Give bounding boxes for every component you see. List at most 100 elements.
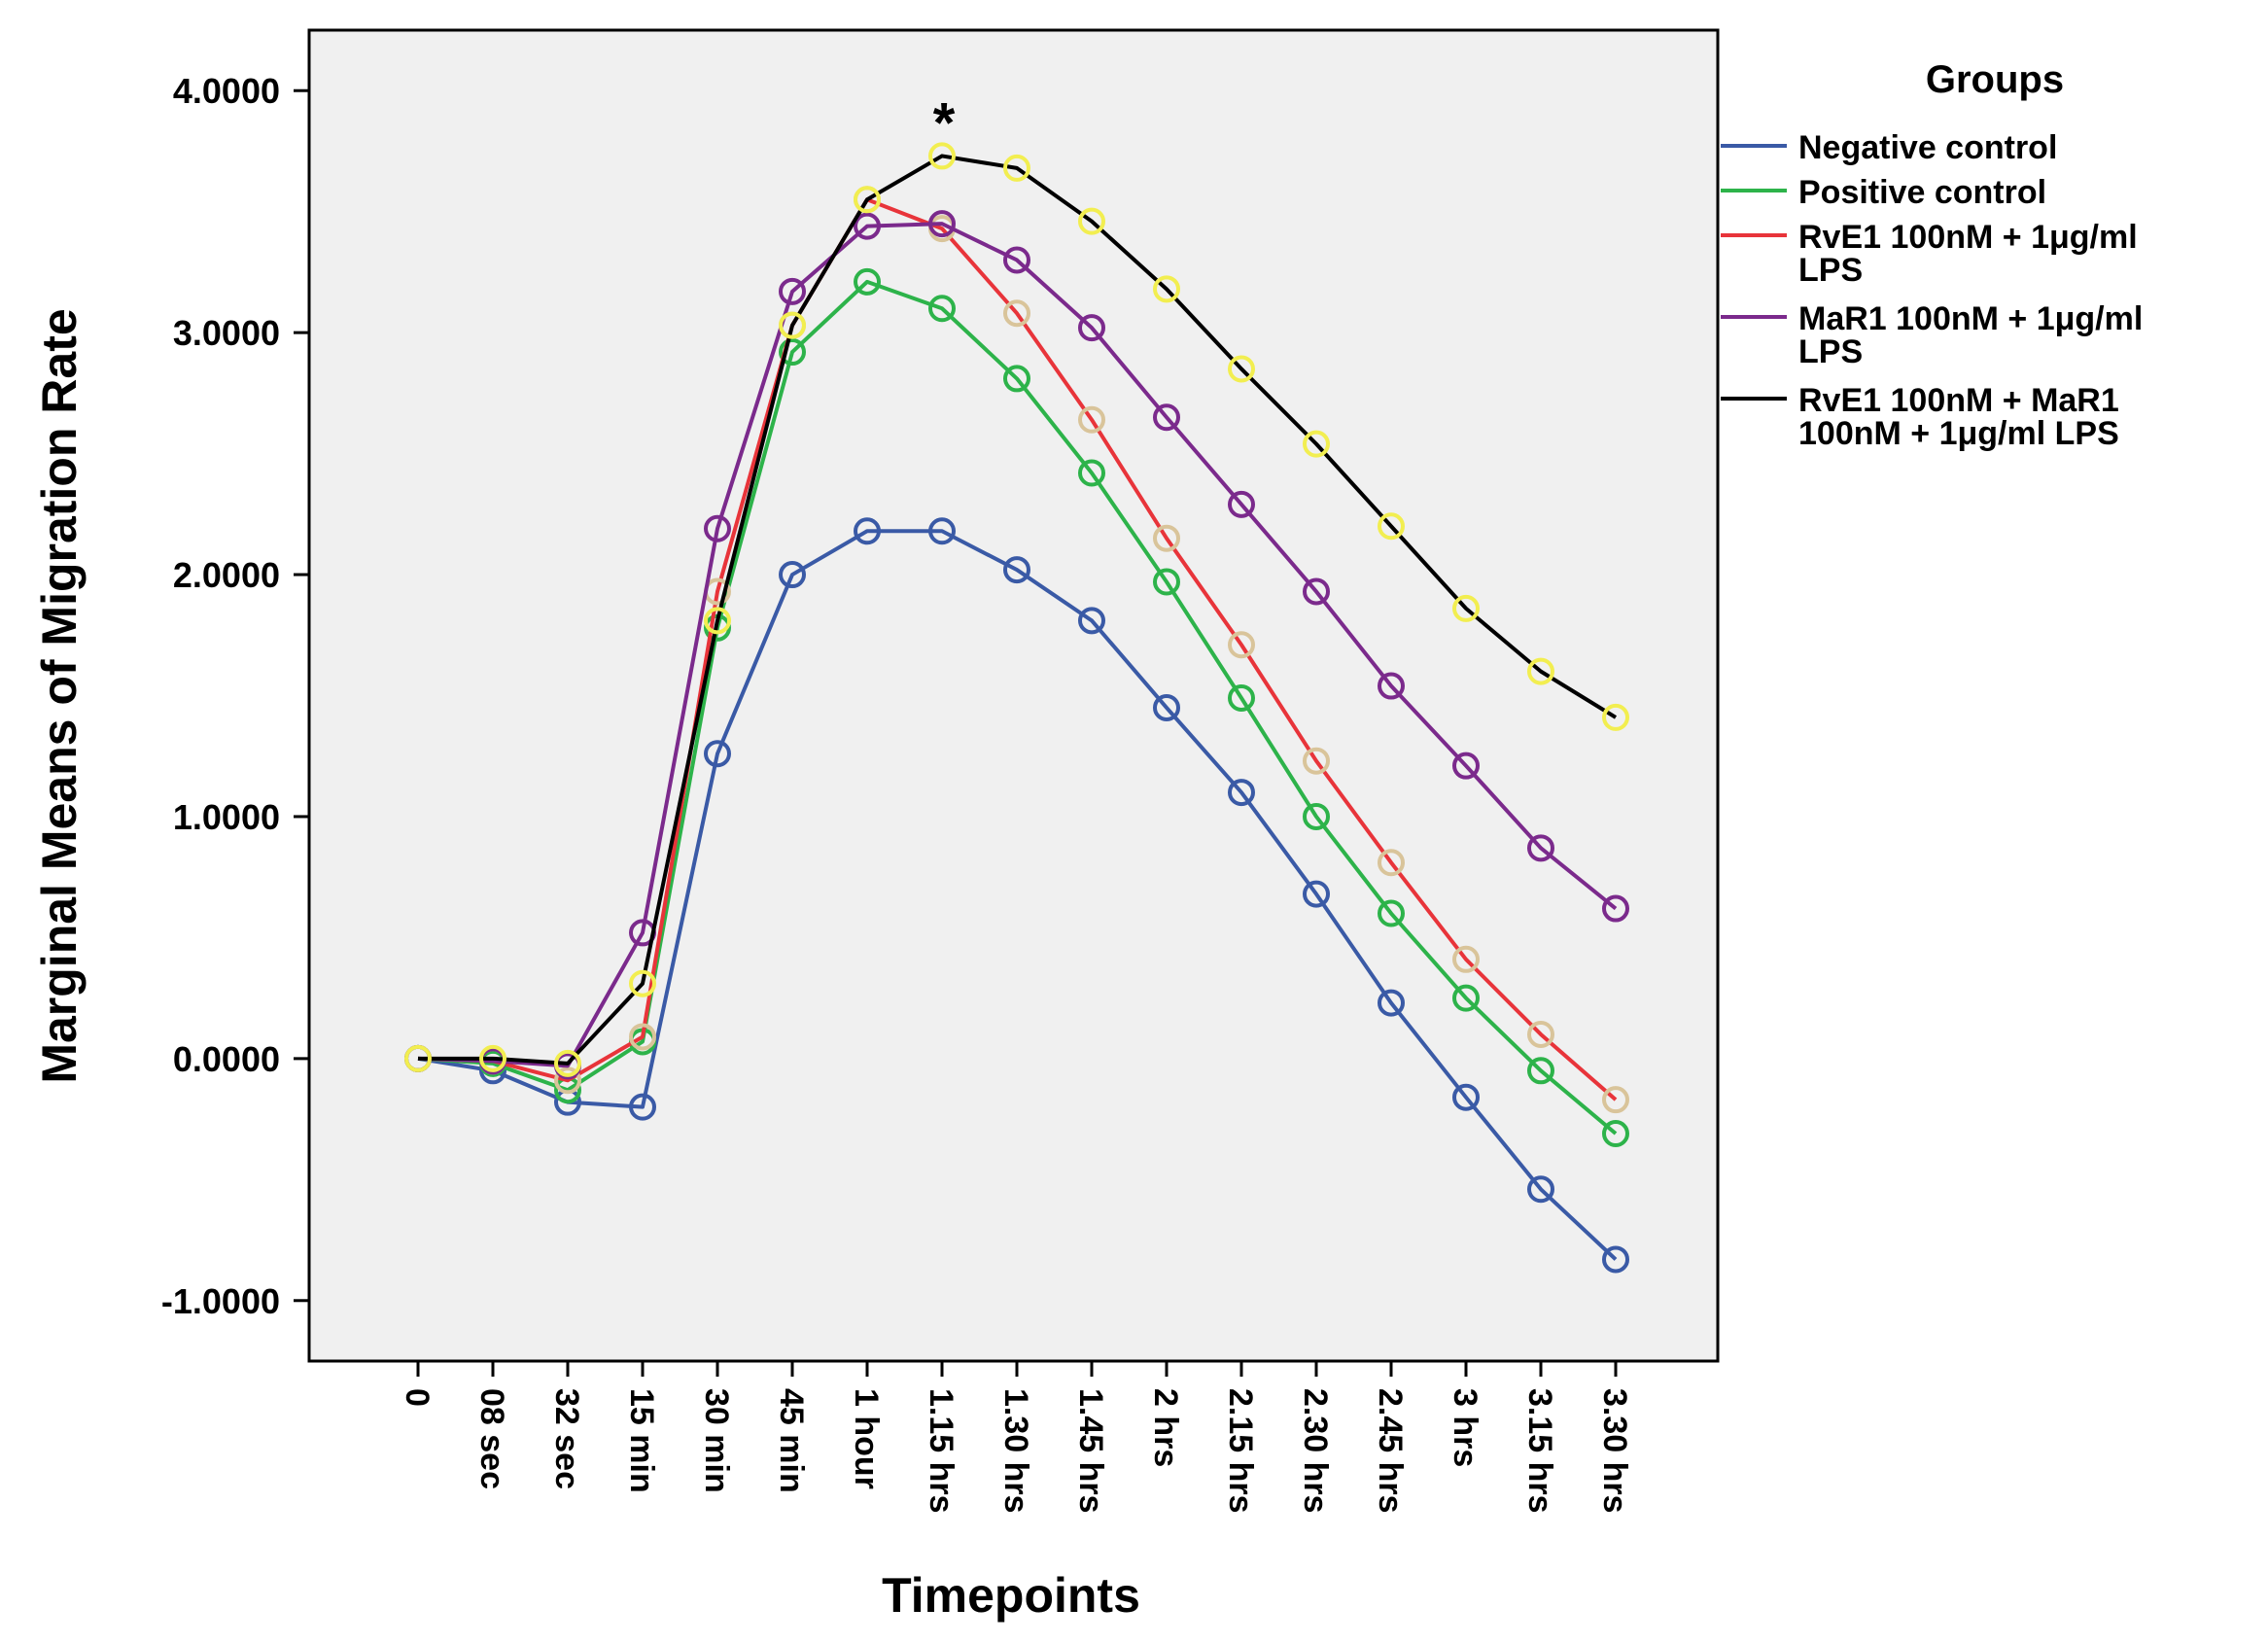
series-line (417, 529, 1618, 1261)
series-2 (404, 267, 1629, 1148)
data-point (1078, 207, 1105, 235)
data-point (1078, 459, 1105, 487)
data-point (1228, 683, 1255, 712)
data-point (779, 311, 806, 339)
data-point (1378, 989, 1405, 1017)
data-point (1378, 899, 1405, 927)
data-point (1153, 524, 1180, 552)
x-tick-label: 2.30 hrs (1297, 1388, 1334, 1514)
data-point (1602, 894, 1629, 923)
data-point (1527, 1175, 1554, 1204)
legend-label: RvE1 100nM + 1μg/ml (1798, 219, 2138, 256)
x-tick-label: 15 min (623, 1388, 660, 1493)
x-tick-label: 2.45 hrs (1372, 1388, 1409, 1514)
legend-label: MaR1 100nM + 1μg/ml (1798, 300, 2143, 337)
data-point (1003, 246, 1030, 274)
data-point (928, 295, 956, 323)
data-point (1003, 154, 1030, 182)
data-point (1228, 490, 1255, 518)
data-point (1452, 945, 1480, 973)
data-point (1452, 594, 1480, 622)
legend-label: Positive control (1798, 174, 2046, 211)
data-point (854, 517, 881, 545)
x-tick-label: 2 hrs (1147, 1388, 1184, 1467)
data-point (1452, 1083, 1480, 1111)
series-layer (404, 142, 1629, 1274)
data-point (1527, 1057, 1554, 1085)
data-point (1078, 314, 1105, 342)
legend-item-1: Negative control (1721, 129, 2057, 166)
data-point (854, 186, 881, 214)
data-point (1153, 693, 1180, 721)
x-tick-label: 3.30 hrs (1596, 1388, 1633, 1514)
series-line (417, 197, 1618, 1101)
data-point (1153, 275, 1180, 303)
data-point (1602, 1086, 1629, 1114)
legend-label: RvE1 100nM + MaR1 (1798, 382, 2119, 419)
data-point (854, 212, 881, 240)
data-point (1378, 849, 1405, 877)
data-point (554, 1066, 581, 1095)
data-point (554, 1049, 581, 1077)
x-tick-label: 1.15 hrs (923, 1388, 960, 1514)
y-tick-label: 2.0000 (173, 555, 280, 595)
data-point (928, 142, 956, 170)
data-point (779, 561, 806, 589)
data-point (1153, 568, 1180, 596)
data-point (1078, 607, 1105, 635)
data-point (1003, 365, 1030, 393)
x-tick-label: 45 min (773, 1388, 810, 1493)
legend-label: Negative control (1798, 129, 2057, 166)
data-point (1602, 1245, 1629, 1274)
y-axis: -1.0000 0.0000 1.0000 2.0000 3.0000 4.0000 (161, 71, 309, 1321)
y-tick-label: 0.0000 (173, 1039, 280, 1079)
data-point (1153, 403, 1180, 432)
data-point (1527, 834, 1554, 862)
y-tick-label: 4.0000 (173, 71, 280, 111)
significance-annotation: * (933, 91, 956, 155)
data-point (1003, 299, 1030, 328)
y-tick-label: -1.0000 (161, 1281, 280, 1321)
data-point (629, 969, 656, 997)
data-point (629, 1093, 656, 1121)
legend-label: LPS (1798, 252, 1863, 289)
data-point (1228, 631, 1255, 659)
x-tick-label: 1.30 hrs (997, 1388, 1034, 1514)
data-point (629, 1023, 656, 1051)
data-point (404, 1044, 432, 1072)
legend-title: Groups (1926, 58, 2064, 101)
data-point (1303, 577, 1330, 606)
legend-label: LPS (1798, 333, 1863, 370)
x-axis: 0 08 sec 32 sec 15 min 30 min 45 min 1 hour 1.1… (399, 1361, 1633, 1514)
data-point (704, 740, 731, 768)
data-point (1078, 405, 1105, 434)
x-tick-label: 08 sec (473, 1388, 510, 1489)
data-point (704, 607, 731, 635)
data-point (779, 277, 806, 305)
y-axis-title: Marginal Means of Migration Rate (32, 308, 87, 1083)
series-line (417, 222, 1618, 1068)
data-point (1228, 355, 1255, 383)
x-tick-label: 1.45 hrs (1072, 1388, 1109, 1514)
series-line (417, 279, 1618, 1136)
data-point (928, 517, 956, 545)
legend: Groups Negative control Positive control R… (1721, 58, 2143, 452)
data-point (1303, 802, 1330, 830)
data-point (1527, 657, 1554, 685)
data-point (1527, 1020, 1554, 1048)
plot-area (307, 28, 1720, 1363)
data-point (928, 210, 956, 238)
x-tick-label: 1 hour (848, 1388, 885, 1489)
data-point (1378, 672, 1405, 700)
series-5 (404, 142, 1629, 1077)
data-point (1602, 703, 1629, 731)
x-tick-label: 30 min (698, 1388, 735, 1493)
x-tick-label: 2.15 hrs (1222, 1388, 1259, 1514)
data-point (1452, 752, 1480, 780)
data-point (1303, 747, 1330, 775)
legend-label: 100nM + 1μg/ml LPS (1798, 415, 2119, 452)
data-point (1303, 430, 1330, 458)
